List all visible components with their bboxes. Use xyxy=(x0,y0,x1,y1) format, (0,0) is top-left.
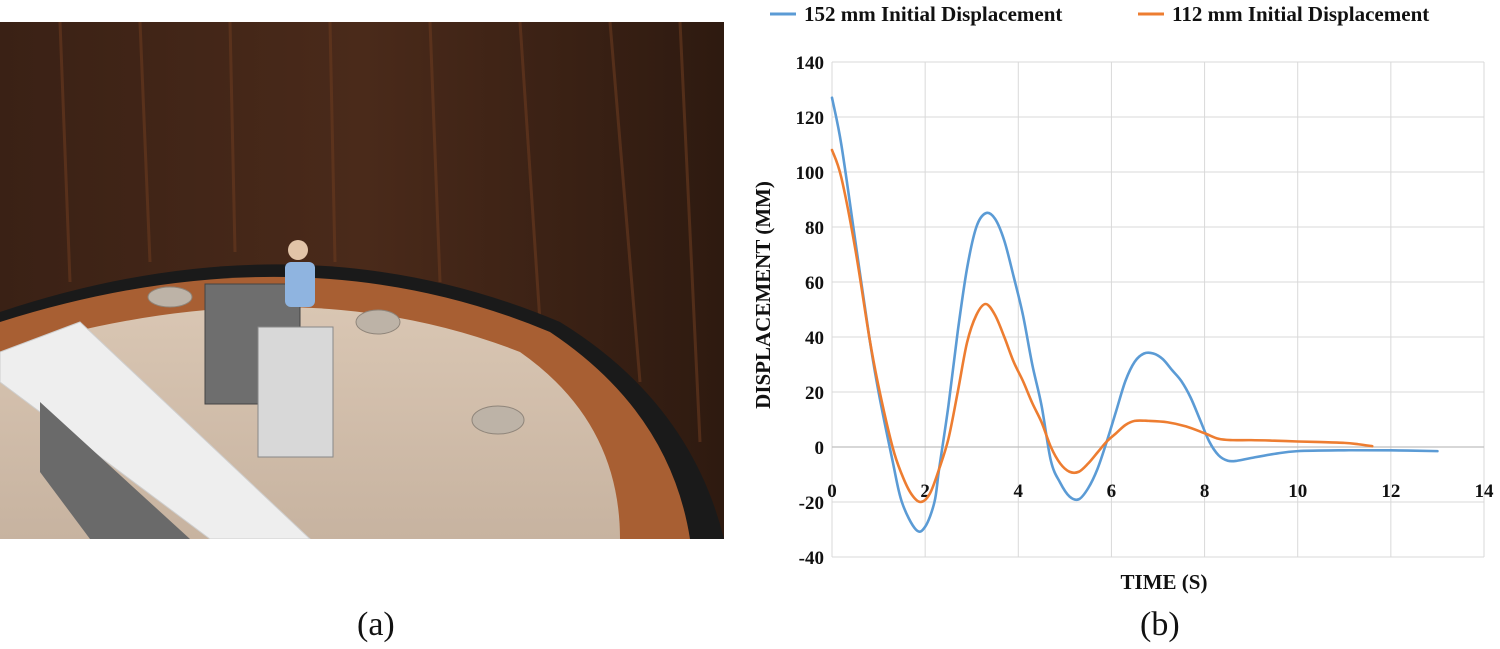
y-axis-title: DISPLACEMENT (MM) xyxy=(751,181,775,409)
access-walkway xyxy=(0,321,311,539)
y-tick-label: 120 xyxy=(796,108,825,129)
hatch-cover xyxy=(355,309,401,335)
tank-photo xyxy=(0,22,724,539)
rust-streaks xyxy=(58,22,702,443)
x-tick-label: 14 xyxy=(1475,481,1495,502)
instrument-panel xyxy=(257,326,334,458)
chart-grid xyxy=(831,61,1485,558)
x-tick-labels: 0 2 4 6 8 10 12 14 xyxy=(827,481,1494,502)
y-tick-label: 60 xyxy=(805,273,824,294)
photo-panel xyxy=(0,22,724,539)
y-tick-label: 80 xyxy=(805,218,824,239)
legend-label: 152 mm Initial Displacement xyxy=(804,2,1062,26)
series-line-1 xyxy=(830,96,1439,533)
hatch-cover xyxy=(471,405,525,435)
x-tick-label: 10 xyxy=(1288,481,1307,502)
y-tick-label: 140 xyxy=(796,53,825,74)
series-line-2 xyxy=(830,148,1374,504)
walkway-grating xyxy=(40,402,190,539)
worker-head xyxy=(288,240,308,260)
x-tick-label: 4 xyxy=(1014,481,1024,502)
caption-a: (a) xyxy=(357,606,395,643)
y-tick-labels: -40 -20 0 20 40 60 80 100 120 140 xyxy=(796,53,825,569)
legend-label: 112 mm Initial Displacement xyxy=(1172,2,1429,26)
chart-series xyxy=(830,96,1439,533)
x-tick-label: 2 xyxy=(920,481,930,502)
hatch-cover xyxy=(147,286,193,308)
x-tick-label: 6 xyxy=(1107,481,1117,502)
x-tick-label: 0 xyxy=(827,481,837,502)
legend: 152 mm Initial Displacement 112 mm Initia… xyxy=(770,2,1429,26)
y-tick-label: -40 xyxy=(799,548,824,569)
y-tick-label: 0 xyxy=(815,438,825,459)
x-tick-label: 8 xyxy=(1200,481,1210,502)
caption-b: (b) xyxy=(1140,606,1180,643)
y-tick-label: 20 xyxy=(805,383,824,404)
y-tick-label: 100 xyxy=(796,163,825,184)
x-axis-title: TIME (S) xyxy=(1121,570,1208,594)
y-tick-label: 40 xyxy=(805,328,824,349)
y-tick-label: -20 xyxy=(799,493,824,514)
worker-body xyxy=(285,262,315,307)
x-tick-label: 12 xyxy=(1381,481,1400,502)
